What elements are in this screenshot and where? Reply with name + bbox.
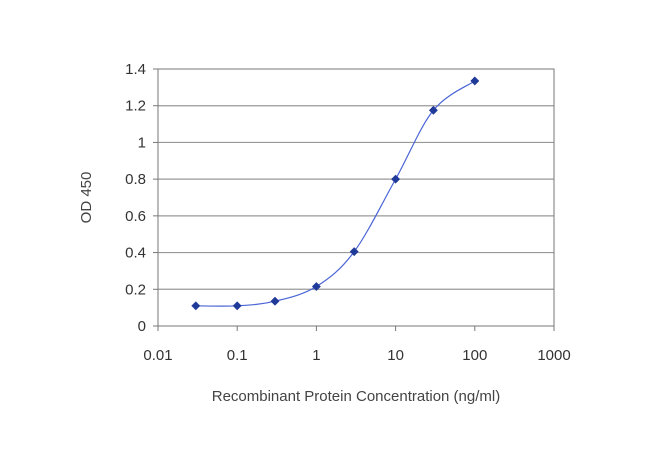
axes	[153, 68, 555, 331]
plot-area-frame	[157, 68, 555, 327]
y-tick-label: 1.2	[125, 98, 146, 115]
x-axis-title: Recombinant Protein Concentration (ng/ml…	[212, 388, 500, 405]
data-point-marker	[428, 105, 438, 115]
data-point-marker	[232, 301, 242, 311]
y-tick-label: 0.6	[125, 208, 146, 225]
y-tick-label: 1.4	[125, 61, 146, 78]
data-point-marker	[470, 76, 480, 86]
x-tick-label: 0.01	[143, 347, 172, 364]
data-point-marker	[191, 301, 201, 311]
x-tick-label: 10	[387, 347, 404, 364]
y-axis-title: OD 450	[78, 172, 95, 224]
y-tick-label: 0.2	[125, 281, 146, 298]
fit-curve-line	[195, 80, 476, 307]
data-point-marker	[349, 247, 359, 257]
y-tick-label: 0.8	[125, 171, 146, 188]
x-tick-label: 1	[312, 347, 320, 364]
y-tick-label: 1	[138, 134, 146, 151]
x-tick-label: 0.1	[227, 347, 248, 364]
data-points	[191, 76, 480, 311]
data-point-marker	[391, 174, 401, 184]
y-tick-label: 0	[138, 318, 146, 335]
data-point-marker	[311, 281, 321, 292]
y-tick-label: 0.4	[125, 245, 146, 262]
y-tick-labels: 0 0.2 0.4 0.6 0.8 1 1.2 1.4	[125, 61, 146, 335]
x-tick-label: 1000	[537, 347, 570, 364]
data-point-marker	[270, 296, 280, 306]
x-tick-labels: 0.01 0.1 1 10 100 1000	[143, 347, 570, 364]
gridlines	[158, 105, 554, 290]
x-tick-label: 100	[462, 347, 487, 364]
